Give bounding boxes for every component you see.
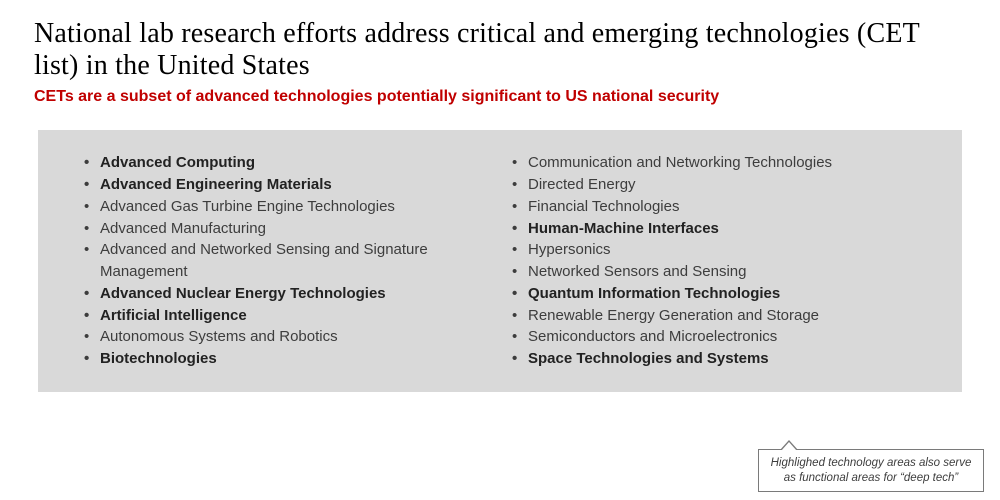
list-item: Advanced Gas Turbine Engine Technologies <box>100 196 500 218</box>
list-item: Networked Sensors and Sensing <box>528 261 928 283</box>
list-item: Semiconductors and Microelectronics <box>528 326 928 348</box>
page-subtitle: CETs are a subset of advanced technologi… <box>34 88 966 106</box>
list-item: Artificial Intelligence <box>100 305 500 327</box>
list-item: Quantum Information Technologies <box>528 283 928 305</box>
list-item: Renewable Energy Generation and Storage <box>528 305 928 327</box>
list-item: Space Technologies and Systems <box>528 348 928 370</box>
cet-column-left: Advanced ComputingAdvanced Engineering M… <box>82 152 510 370</box>
slide: National lab research efforts address cr… <box>0 0 1000 500</box>
list-item: Hypersonics <box>528 239 928 261</box>
page-title: National lab research efforts address cr… <box>34 18 966 82</box>
list-item: Advanced Computing <box>100 152 500 174</box>
footnote-text: Highlighed technology areas also serve a… <box>758 449 984 492</box>
list-item: Advanced Engineering Materials <box>100 174 500 196</box>
cet-list-right: Communication and Networking Technologie… <box>510 152 938 370</box>
list-item: Advanced Nuclear Energy Technologies <box>100 283 500 305</box>
list-item: Autonomous Systems and Robotics <box>100 326 500 348</box>
list-item: Advanced and Networked Sensing and Signa… <box>100 239 500 283</box>
cet-panel: Advanced ComputingAdvanced Engineering M… <box>38 130 962 392</box>
list-item: Advanced Manufacturing <box>100 218 500 240</box>
list-item: Financial Technologies <box>528 196 928 218</box>
list-item: Directed Energy <box>528 174 928 196</box>
list-item: Biotechnologies <box>100 348 500 370</box>
cet-list-left: Advanced ComputingAdvanced Engineering M… <box>82 152 510 370</box>
footnote-callout: Highlighed technology areas also serve a… <box>758 449 984 492</box>
list-item: Communication and Networking Technologie… <box>528 152 928 174</box>
cet-column-right: Communication and Networking Technologie… <box>510 152 938 370</box>
list-item: Human-Machine Interfaces <box>528 218 928 240</box>
